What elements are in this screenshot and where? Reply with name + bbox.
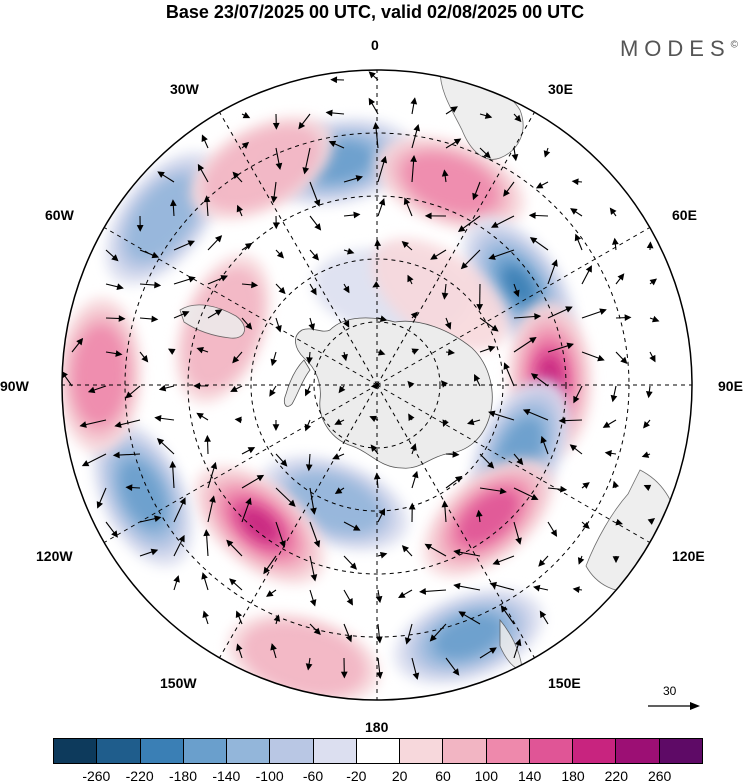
colorbar-swatch — [443, 739, 486, 763]
colorbar-swatch — [270, 739, 313, 763]
colorbar-swatch — [357, 739, 400, 763]
reference-vector — [648, 702, 700, 710]
lon-label-150e: 150E — [548, 675, 581, 691]
polar-map — [0, 0, 750, 735]
colorbar-swatch — [616, 739, 659, 763]
lon-label-60e: 60E — [672, 207, 697, 223]
colorbar-swatch — [97, 739, 140, 763]
colorbar-swatch — [141, 739, 184, 763]
colorbar-swatch — [487, 739, 530, 763]
reference-vector-label: 30 — [663, 684, 676, 698]
colorbar — [53, 738, 703, 764]
colorbar-tick-label: 260 — [648, 768, 671, 784]
lon-label-30e: 30E — [548, 81, 573, 97]
colorbar-tick-label: 220 — [605, 768, 628, 784]
lon-label-120w: 120W — [36, 548, 73, 564]
colorbar-tick-label: -260 — [82, 768, 110, 784]
colorbar-tick-label: -20 — [346, 768, 366, 784]
colorbar-swatch — [660, 739, 702, 763]
colorbar-swatch — [227, 739, 270, 763]
colorbar-swatch — [400, 739, 443, 763]
colorbar-tick-label: -60 — [303, 768, 323, 784]
colorbar-tick-label: 60 — [435, 768, 451, 784]
colorbar-tick-label: 20 — [392, 768, 408, 784]
colorbar-tick-label: 180 — [561, 768, 584, 784]
lon-label-150w: 150W — [160, 675, 197, 691]
colorbar-swatch — [314, 739, 357, 763]
colorbar-tick-label: 140 — [518, 768, 541, 784]
colorbar-swatch — [184, 739, 227, 763]
lon-label-0: 0 — [371, 37, 379, 53]
colorbar-swatch — [54, 739, 97, 763]
colorbar-swatch — [530, 739, 573, 763]
lon-label-90w: 90W — [0, 378, 29, 394]
lon-label-90e: 90E — [718, 378, 743, 394]
colorbar-tick-label: -100 — [256, 768, 284, 784]
colorbar-tick-label: -220 — [126, 768, 154, 784]
lon-label-180: 180 — [365, 719, 388, 735]
colorbar-swatch — [573, 739, 616, 763]
lon-label-60w: 60W — [45, 207, 74, 223]
colorbar-tick-label: 100 — [475, 768, 498, 784]
lon-label-120e: 120E — [672, 548, 705, 564]
colorbar-tick-label: -180 — [169, 768, 197, 784]
lon-label-30w: 30W — [170, 81, 199, 97]
colorbar-tick-label: -140 — [212, 768, 240, 784]
